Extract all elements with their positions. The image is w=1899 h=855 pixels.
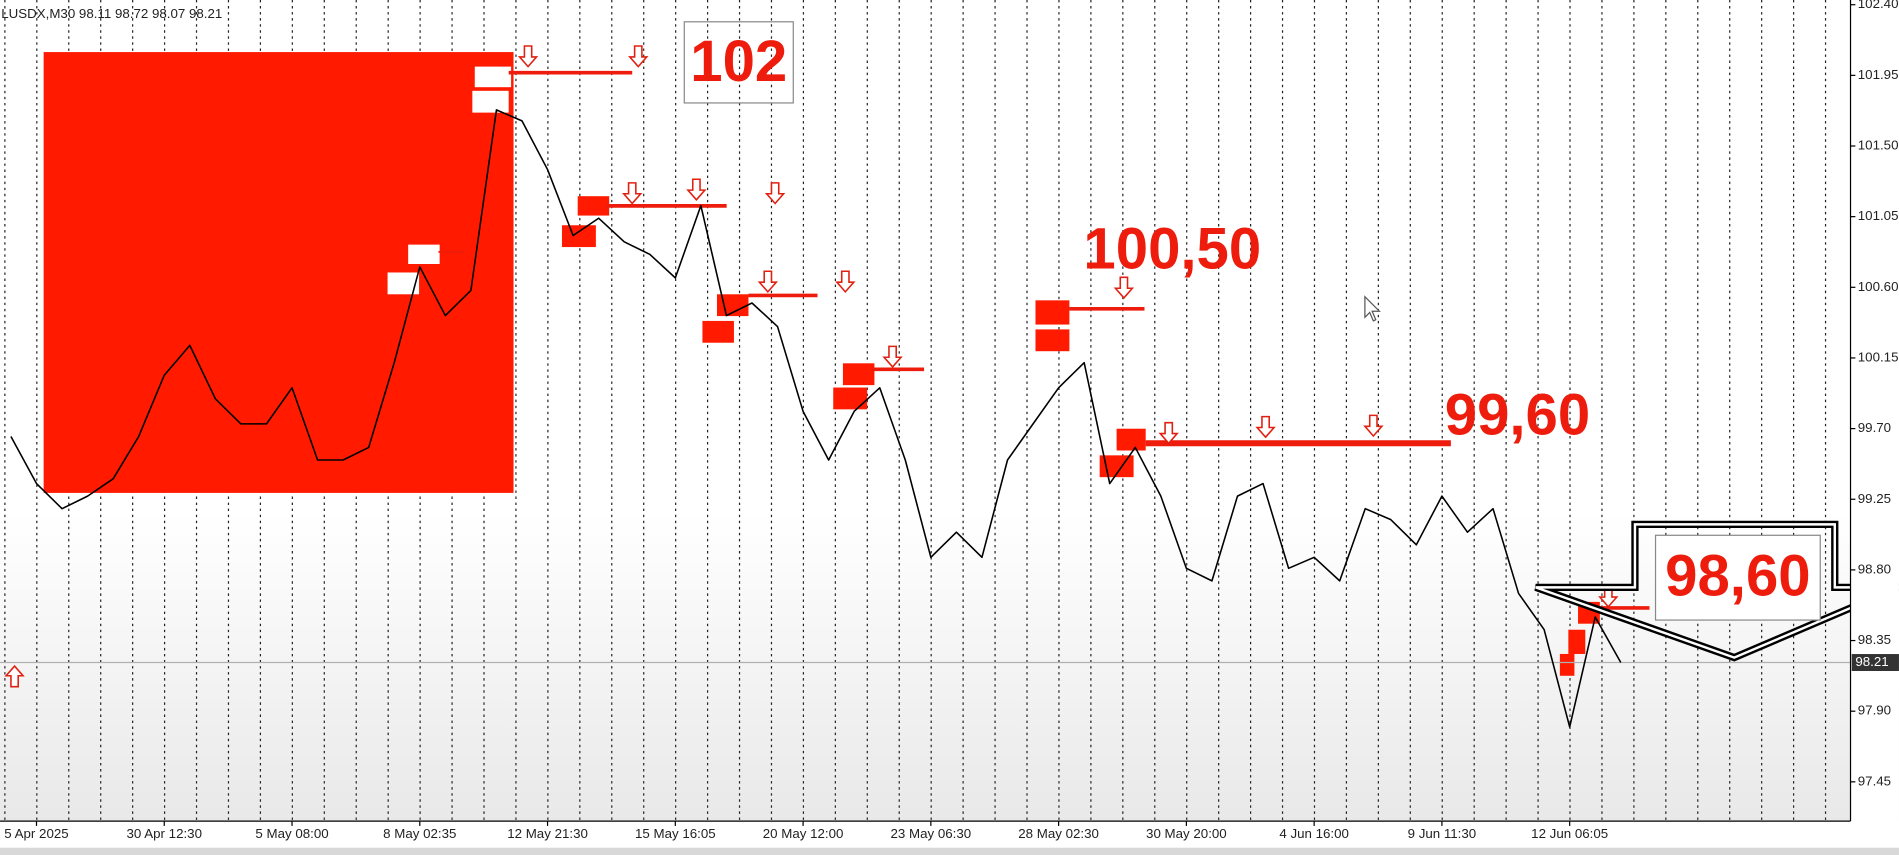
y-tick-label: 100.60 xyxy=(1858,279,1899,294)
zone xyxy=(43,52,514,493)
sell-arrow xyxy=(1363,414,1384,438)
current-price-tag xyxy=(1851,654,1899,672)
y-tick-label: 101.95 xyxy=(1858,67,1899,82)
current-price-label: 98.21 xyxy=(1855,654,1888,669)
zone-box xyxy=(561,225,596,248)
separators xyxy=(4,0,1827,822)
zone-box xyxy=(1568,629,1586,654)
signal-arrows xyxy=(4,45,1619,688)
x-tick-label: 12 Jun 06:05 xyxy=(1531,826,1608,841)
x-tick-label: 9 Jun 11:30 xyxy=(1408,826,1477,841)
annotation: 100,50 xyxy=(1083,216,1261,281)
sell-arrow xyxy=(1158,421,1179,445)
sell-arrow xyxy=(764,182,786,205)
plot xyxy=(0,109,1851,728)
zone-box xyxy=(577,196,610,216)
sell-arrow xyxy=(882,345,903,369)
y-tick-label: 101.50 xyxy=(1858,138,1899,153)
y-tick-label: 99.25 xyxy=(1858,491,1891,506)
y-tick-label: 97.90 xyxy=(1858,703,1891,718)
x-tick-label: 5 May 08:00 xyxy=(255,826,328,841)
x-tick-label: 23 May 06:30 xyxy=(891,826,972,841)
y-tick-label: 98.35 xyxy=(1858,632,1891,647)
zone-box xyxy=(842,363,875,386)
y-tick-label: 102.40 xyxy=(1858,0,1899,11)
zone-box xyxy=(1559,653,1575,676)
sell-arrow xyxy=(1113,276,1135,300)
y-tick-label: 99.70 xyxy=(1858,420,1891,435)
x-tick-label: 12 May 21:30 xyxy=(507,826,588,841)
annotation: 102 xyxy=(690,29,787,94)
annotation-box xyxy=(683,21,794,104)
tab-bar xyxy=(0,847,1899,855)
x-tick-label: 5 Apr 2025 xyxy=(4,826,68,841)
sell-arrow xyxy=(835,270,856,294)
x-tick-label: 20 May 12:00 xyxy=(763,826,844,841)
zone-box xyxy=(474,66,512,88)
chart-header: LUSDX,M30 98.11 98.72 98.07 98.21 xyxy=(1,6,222,21)
zone-box xyxy=(702,320,734,343)
annotation-box xyxy=(1654,534,1821,621)
annotation: 99,60 xyxy=(1445,382,1590,447)
axes: 102.40 101.95 101.50 101.05 100.60 100.15 99.7… xyxy=(4,0,1899,841)
zones xyxy=(43,52,1650,676)
sell-arrow xyxy=(1255,415,1276,439)
x-tick-label: 15 May 16:05 xyxy=(635,826,716,841)
x-tick-label: 4 Jun 16:00 xyxy=(1279,826,1349,841)
x-tick-label: 30 May 20:00 xyxy=(1146,826,1227,841)
big-arrow-inner xyxy=(1535,523,1899,659)
y-tick-label: 101.05 xyxy=(1858,208,1899,223)
price-axis-area xyxy=(1850,0,1899,855)
x-tick-label: 8 May 02:35 xyxy=(383,826,456,841)
zone-box xyxy=(408,244,440,265)
x-tick-label: 28 May 02:30 xyxy=(1018,826,1099,841)
mouse-cursor xyxy=(1364,295,1381,322)
zone-box xyxy=(472,90,509,113)
x-tick-label: 30 Apr 12:30 xyxy=(127,826,203,841)
zone-box xyxy=(1116,428,1146,451)
buy-arrow xyxy=(4,664,25,688)
price-line xyxy=(10,109,1622,728)
zone-box xyxy=(387,272,420,295)
annotation: 98,60 xyxy=(1665,543,1810,608)
sell-arrow xyxy=(628,45,649,68)
zone-box xyxy=(1035,300,1070,325)
zone-box xyxy=(1035,329,1070,352)
sell-arrow xyxy=(517,45,539,68)
sell-arrow xyxy=(686,178,707,202)
sell-arrow xyxy=(621,182,643,205)
y-tick-label: 100.15 xyxy=(1858,349,1899,364)
y-tick-label: 97.45 xyxy=(1858,773,1891,788)
sell-arrow xyxy=(757,270,779,294)
y-tick-label: 98.80 xyxy=(1858,561,1891,576)
zone-box xyxy=(833,387,868,410)
